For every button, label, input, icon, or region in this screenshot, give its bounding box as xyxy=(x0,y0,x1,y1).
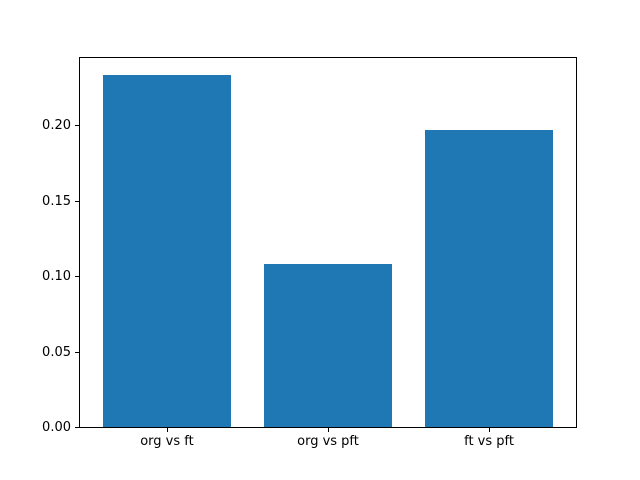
y-tick-mark xyxy=(75,125,79,127)
bar-ft-vs-pft xyxy=(424,129,554,427)
x-tick-mark xyxy=(328,428,329,432)
x-tick-mark xyxy=(166,428,168,432)
x-tick-label: org vs ft xyxy=(140,434,194,449)
y-tick-label: 0.20 xyxy=(42,118,71,134)
y-tick-mark xyxy=(75,276,79,278)
y-tick-mark xyxy=(75,351,79,353)
bar-org-vs-pft xyxy=(263,263,393,427)
y-tick-mark xyxy=(75,427,79,428)
x-tick-mark xyxy=(489,428,491,432)
plot-area xyxy=(79,57,577,428)
x-tick-label: org vs pft xyxy=(297,434,359,449)
y-tick-label: 0.15 xyxy=(42,193,71,209)
y-tick-mark xyxy=(75,200,79,202)
bar-org-vs-ft xyxy=(102,75,232,427)
y-tick-label: 0.00 xyxy=(42,420,71,435)
y-tick-label: 0.10 xyxy=(42,269,71,285)
y-tick-label: 0.05 xyxy=(42,344,71,360)
x-tick-label: ft vs pft xyxy=(464,434,514,449)
